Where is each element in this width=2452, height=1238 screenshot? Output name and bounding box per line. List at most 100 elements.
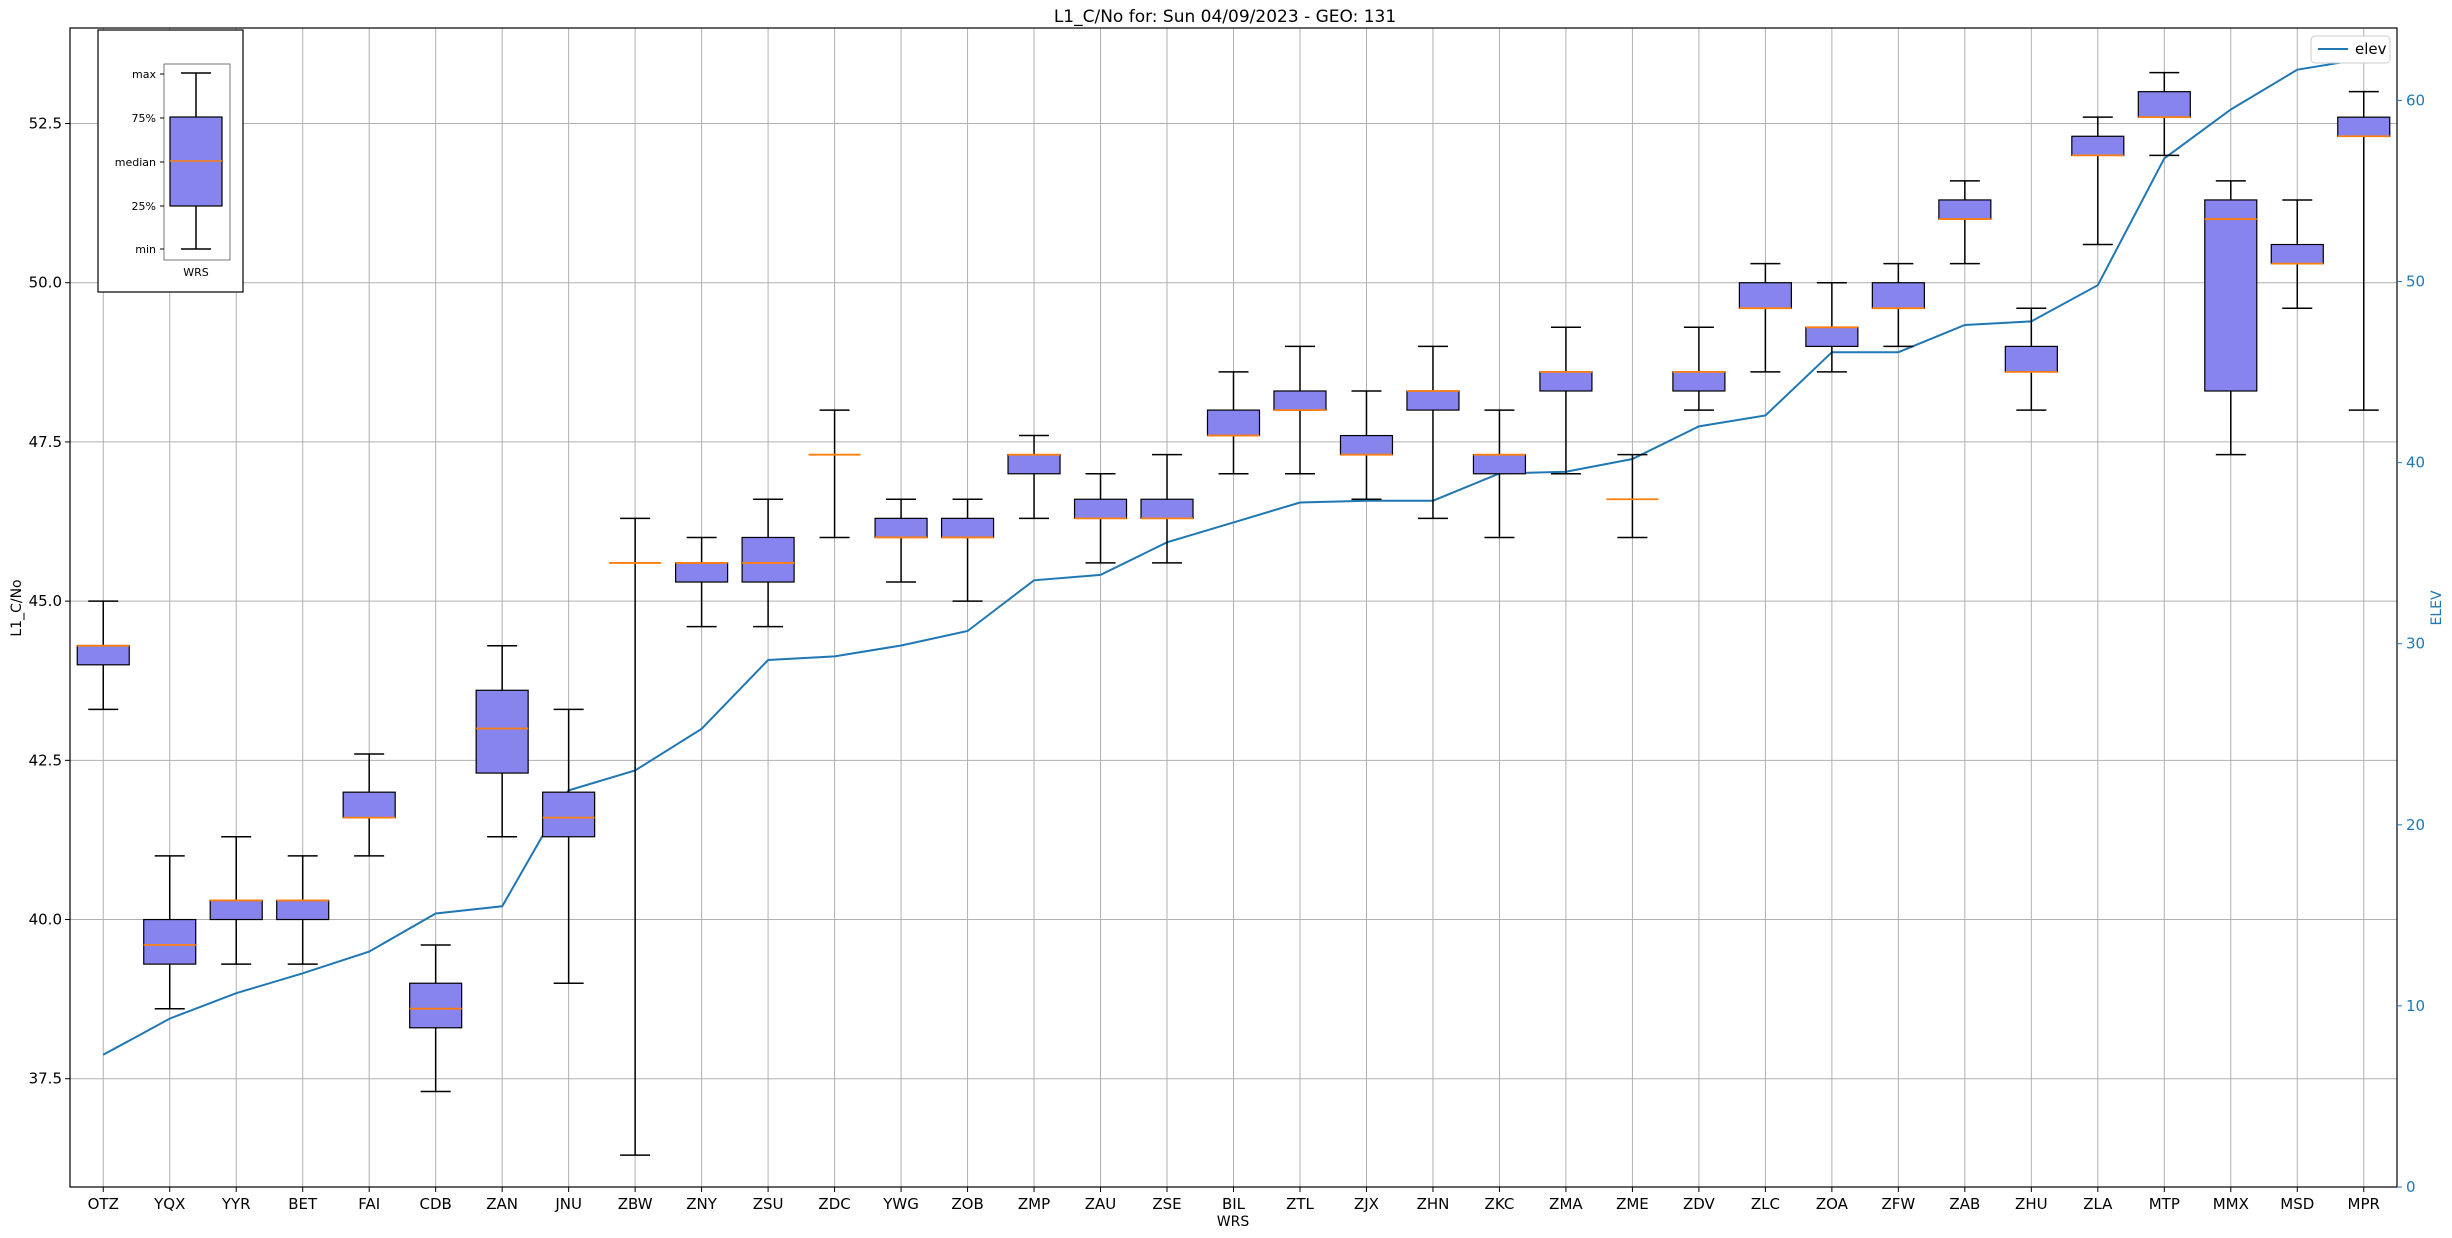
x-tick-label: BIL bbox=[1222, 1195, 1246, 1213]
box-body bbox=[741, 536, 795, 583]
box-zhu bbox=[2004, 307, 2058, 411]
x-axis-label: WRS bbox=[1217, 1214, 1250, 1230]
box-zbw bbox=[609, 517, 662, 1156]
box-body bbox=[1672, 371, 1726, 392]
box-bil bbox=[1206, 371, 1261, 475]
box-zjx bbox=[1339, 390, 1394, 500]
box-zab bbox=[1938, 180, 1992, 265]
y2-tick-label: 20 bbox=[2406, 816, 2425, 834]
x-tick-label: ZHU bbox=[2015, 1195, 2048, 1213]
grid-lines bbox=[70, 28, 2397, 1187]
box-otz bbox=[76, 600, 130, 711]
box-body bbox=[1472, 454, 1527, 475]
box-yqx bbox=[143, 855, 197, 1010]
box-msd bbox=[2270, 199, 2324, 309]
inset-label-max: max bbox=[132, 68, 156, 81]
box-fai bbox=[342, 753, 396, 857]
y-tick-label: 50.0 bbox=[29, 274, 62, 292]
y-tick-label: 47.5 bbox=[29, 433, 62, 451]
x-tick-label: ZMP bbox=[1018, 1195, 1050, 1213]
box-mpr bbox=[2337, 90, 2391, 411]
x-tick-label: BET bbox=[288, 1195, 318, 1213]
box-body bbox=[1871, 282, 1925, 309]
x-tick-label: ZDV bbox=[1683, 1195, 1716, 1213]
box-zdv bbox=[1672, 326, 1726, 411]
x-tick-label: ZME bbox=[1616, 1195, 1649, 1213]
box-mmx bbox=[2204, 180, 2258, 456]
box-body bbox=[2337, 116, 2391, 137]
y2-tick-label: 40 bbox=[2406, 454, 2425, 472]
box-zma bbox=[1539, 326, 1593, 475]
box-bet bbox=[276, 855, 330, 965]
box-mtp bbox=[2137, 71, 2191, 157]
x-axis: OTZ YQX YYR BET FAI CDB ZAN JNU ZBW ZNY ZSU ZDC YWG Z… bbox=[88, 1187, 2380, 1213]
box-body bbox=[1339, 434, 1394, 456]
x-tick-label: MMX bbox=[2213, 1195, 2249, 1213]
box-body bbox=[342, 791, 396, 819]
box-zse bbox=[1140, 453, 1194, 564]
inset-label-min: min bbox=[135, 243, 156, 256]
inset-label-q1: 25% bbox=[132, 200, 156, 213]
x-tick-label: JNU bbox=[554, 1195, 582, 1213]
x-tick-label: ZBW bbox=[618, 1195, 653, 1213]
box-body bbox=[2004, 345, 2058, 373]
x-tick-label: ZTL bbox=[1286, 1195, 1314, 1213]
box-body bbox=[276, 899, 330, 921]
box-body bbox=[1938, 199, 1992, 220]
x-tick-label: ZOB bbox=[951, 1195, 983, 1213]
box-zme bbox=[1606, 453, 1659, 539]
chart-title: L1_C/No for: Sun 04/09/2023 - GEO: 131 bbox=[1054, 7, 1396, 27]
x-tick-label: YYR bbox=[221, 1195, 251, 1213]
y2-tick-label: 50 bbox=[2406, 273, 2425, 291]
box-body bbox=[475, 689, 529, 774]
box-body bbox=[76, 645, 130, 666]
box-body bbox=[1073, 498, 1128, 519]
inset-label-median: median bbox=[115, 156, 156, 169]
inset-label-q3: 75% bbox=[132, 112, 156, 125]
y-tick-label: 45.0 bbox=[29, 592, 62, 610]
y-tick-label: 42.5 bbox=[29, 751, 62, 769]
x-tick-label: MSD bbox=[2280, 1195, 2314, 1213]
box-zan bbox=[475, 644, 529, 838]
box-body bbox=[2270, 243, 2324, 265]
x-tick-label: ZFW bbox=[1881, 1195, 1915, 1213]
x-tick-label: ZOA bbox=[1816, 1195, 1849, 1213]
box-body bbox=[1273, 390, 1327, 411]
x-tick-label: ZMA bbox=[1549, 1195, 1583, 1213]
box-body bbox=[143, 918, 197, 965]
box-body bbox=[1539, 371, 1593, 392]
box-body bbox=[542, 791, 596, 838]
x-tick-label: ZAU bbox=[1085, 1195, 1117, 1213]
y2-axis-label: ELEV bbox=[2429, 590, 2445, 625]
y-tick-label: 40.0 bbox=[29, 911, 62, 929]
box-body bbox=[1007, 454, 1061, 475]
x-tick-label: ZNY bbox=[686, 1195, 717, 1213]
box-zla bbox=[2071, 116, 2125, 246]
box-body bbox=[1406, 390, 1460, 411]
box-body bbox=[2137, 91, 2191, 118]
box-zau bbox=[1073, 473, 1128, 564]
box-jnu bbox=[542, 708, 596, 984]
x-tick-label: ZAB bbox=[1949, 1195, 1980, 1213]
box-ywg bbox=[874, 498, 928, 583]
y-axis-left: 37.5 40.0 42.5 45.0 47.5 50.0 52.5 bbox=[29, 115, 70, 1088]
elev-line-layer bbox=[102, 57, 2364, 1056]
box-body bbox=[1805, 326, 1859, 348]
y2-tick-label: 60 bbox=[2406, 91, 2425, 109]
y2-tick-label: 10 bbox=[2406, 997, 2425, 1015]
x-tick-label: ZHN bbox=[1417, 1195, 1450, 1213]
x-tick-label: ZLA bbox=[2083, 1195, 2113, 1213]
x-tick-label: ZDC bbox=[818, 1195, 850, 1213]
box-body bbox=[209, 899, 263, 921]
inset-category-label: WRS bbox=[183, 266, 209, 279]
box-zdc bbox=[808, 409, 861, 539]
box-zkc bbox=[1472, 409, 1527, 539]
y2-tick-label: 0 bbox=[2406, 1178, 2416, 1196]
y2-tick-label: 30 bbox=[2406, 635, 2425, 653]
series-elev-line bbox=[102, 57, 2364, 1056]
box-zhn bbox=[1406, 345, 1460, 520]
box-body bbox=[1738, 282, 1792, 309]
x-tick-label: MTP bbox=[2149, 1195, 2180, 1213]
x-tick-label: ZAN bbox=[486, 1195, 518, 1213]
